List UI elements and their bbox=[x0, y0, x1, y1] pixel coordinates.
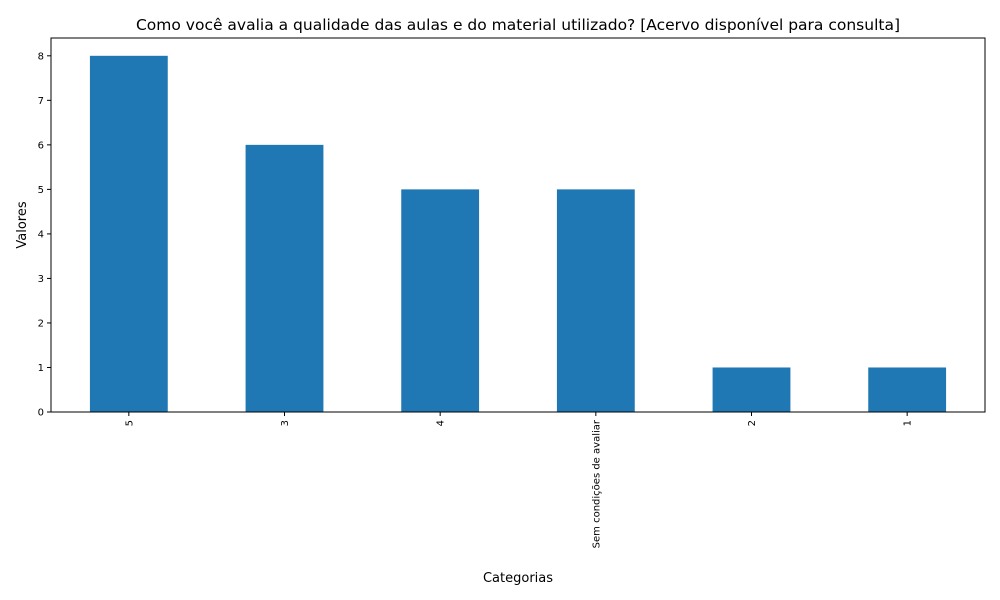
plot-area-frame bbox=[50, 37, 986, 413]
y-tick-label: 0 bbox=[38, 408, 44, 419]
x-tick-label: 3 bbox=[280, 420, 291, 426]
y-tick-label: 7 bbox=[38, 96, 44, 107]
bar-1 bbox=[245, 144, 324, 412]
bars-group bbox=[89, 55, 947, 413]
bar-3 bbox=[556, 189, 635, 412]
y-tick-label: 4 bbox=[38, 229, 44, 240]
x-tick-label: 1 bbox=[903, 420, 914, 426]
bar-2 bbox=[401, 189, 480, 412]
chart-title: Como você avalia a qualidade das aulas e… bbox=[136, 16, 900, 34]
x-tick-label: 2 bbox=[747, 420, 758, 426]
y-tick-label: 2 bbox=[38, 318, 44, 329]
x-axis-label: Categorias bbox=[483, 571, 553, 586]
y-axis-ticks: 0 1 2 3 4 5 6 7 8 bbox=[38, 51, 51, 419]
bar-4 bbox=[712, 367, 791, 412]
x-tick-label: 5 bbox=[124, 420, 135, 426]
x-tick-label: 4 bbox=[436, 420, 447, 426]
y-tick-label: 3 bbox=[38, 274, 44, 285]
y-tick-label: 1 bbox=[38, 363, 44, 374]
y-tick-label: 5 bbox=[38, 185, 44, 196]
bar-0 bbox=[89, 55, 168, 413]
x-tick-label: Sem condições de avaliar bbox=[591, 419, 602, 548]
x-axis-ticks: 5 3 4 Sem condições de avaliar 2 1 bbox=[124, 412, 914, 548]
y-tick-label: 8 bbox=[38, 51, 44, 62]
bar-5 bbox=[868, 367, 947, 412]
y-axis-label: Valores bbox=[15, 201, 30, 248]
y-tick-label: 6 bbox=[38, 140, 44, 151]
